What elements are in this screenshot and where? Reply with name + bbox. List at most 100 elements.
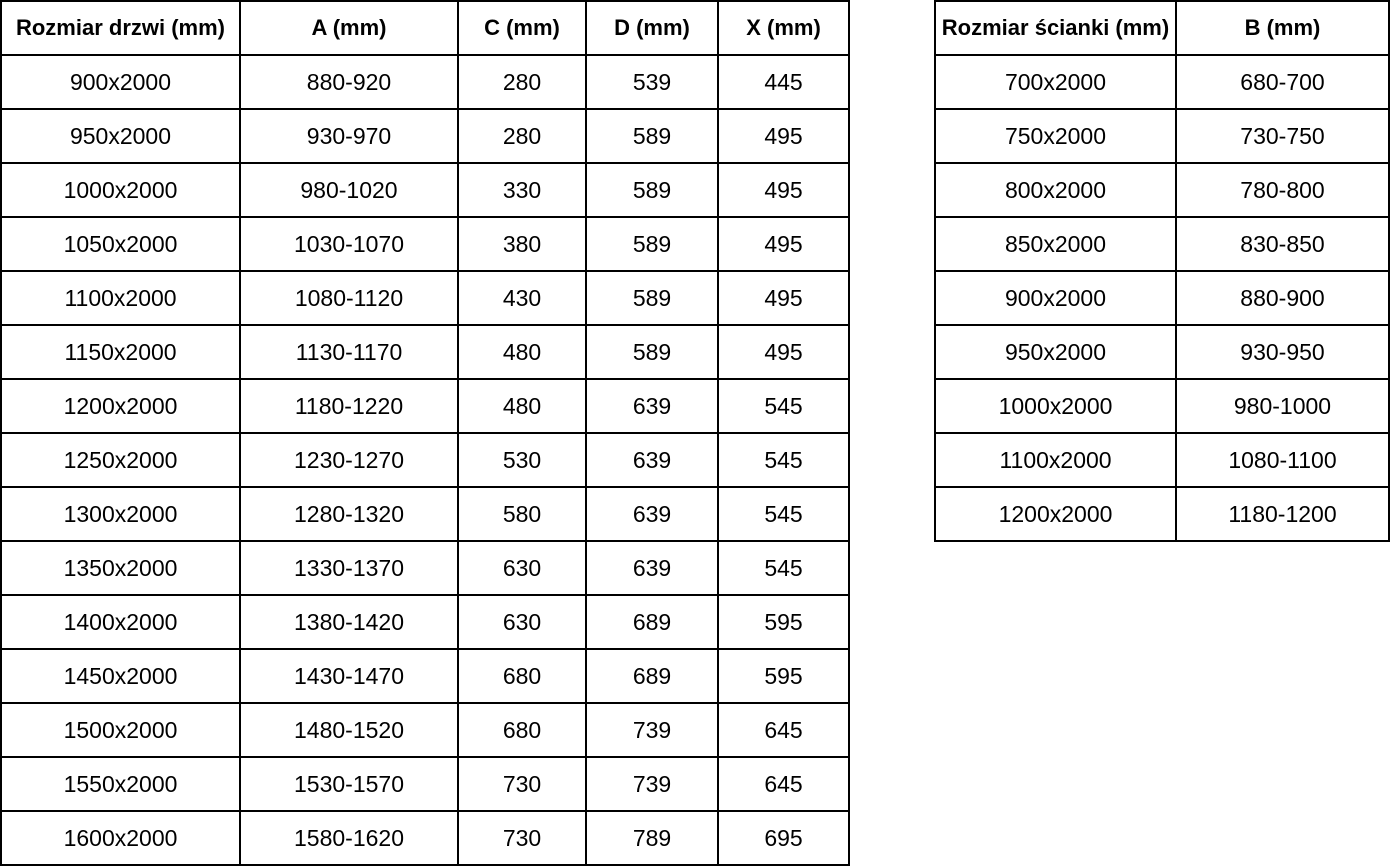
table-row: 1000x2000 980-1020 330 589 495 bbox=[0, 162, 850, 218]
table-cell: 280 bbox=[457, 54, 587, 110]
door-sizes-table: Rozmiar drzwi (mm) A (mm) C (mm) D (mm) X (m… bbox=[0, 0, 850, 866]
table-cell: 1180-1220 bbox=[239, 378, 459, 434]
table-cell: 580 bbox=[457, 486, 587, 542]
table-cell: 1200x2000 bbox=[0, 378, 241, 434]
table-cell: 1480-1520 bbox=[239, 702, 459, 758]
table-cell: 539 bbox=[585, 54, 719, 110]
table-cell: 1500x2000 bbox=[0, 702, 241, 758]
table-cell: 789 bbox=[585, 810, 719, 866]
table-cell: 630 bbox=[457, 594, 587, 650]
column-header-cell: X (mm) bbox=[717, 0, 850, 56]
wall-sizes-table: Rozmiar ścianki (mm) B (mm) 700x2000 680-7… bbox=[934, 0, 1390, 542]
table-cell: 380 bbox=[457, 216, 587, 272]
table-row: 800x2000 780-800 bbox=[934, 162, 1390, 218]
table-row: 1600x2000 1580-1620 730 789 695 bbox=[0, 810, 850, 866]
table-cell: 280 bbox=[457, 108, 587, 164]
table-cell: 880-920 bbox=[239, 54, 459, 110]
header-row: Rozmiar drzwi (mm) A (mm) C (mm) D (mm) X (m… bbox=[0, 0, 850, 56]
table-cell: 700x2000 bbox=[934, 54, 1177, 110]
table-cell: 430 bbox=[457, 270, 587, 326]
table-cell: 1250x2000 bbox=[0, 432, 241, 488]
table-cell: 1100x2000 bbox=[934, 432, 1177, 488]
table-row: 1400x2000 1380-1420 630 689 595 bbox=[0, 594, 850, 650]
table-cell: 530 bbox=[457, 432, 587, 488]
table-cell: 680 bbox=[457, 648, 587, 704]
table-cell: 850x2000 bbox=[934, 216, 1177, 272]
table-cell: 1130-1170 bbox=[239, 324, 459, 380]
table-cell: 900x2000 bbox=[0, 54, 241, 110]
table-row: 1550x2000 1530-1570 730 739 645 bbox=[0, 756, 850, 812]
table-cell: 950x2000 bbox=[934, 324, 1177, 380]
column-header-cell: Rozmiar ścianki (mm) bbox=[934, 0, 1177, 56]
table-cell: 495 bbox=[717, 162, 850, 218]
table-cell: 1280-1320 bbox=[239, 486, 459, 542]
table-cell: 1400x2000 bbox=[0, 594, 241, 650]
table-row: 1250x2000 1230-1270 530 639 545 bbox=[0, 432, 850, 488]
table-cell: 639 bbox=[585, 432, 719, 488]
table-cell: 545 bbox=[717, 432, 850, 488]
table-row: 1200x2000 1180-1220 480 639 545 bbox=[0, 378, 850, 434]
table-cell: 730-750 bbox=[1175, 108, 1390, 164]
table-cell: 1450x2000 bbox=[0, 648, 241, 704]
table-cell: 1350x2000 bbox=[0, 540, 241, 596]
table-cell: 1080-1120 bbox=[239, 270, 459, 326]
table-cell: 750x2000 bbox=[934, 108, 1177, 164]
table-row: 750x2000 730-750 bbox=[934, 108, 1390, 164]
table-row: 900x2000 880-920 280 539 445 bbox=[0, 54, 850, 110]
table-cell: 589 bbox=[585, 324, 719, 380]
table-cell: 1080-1100 bbox=[1175, 432, 1390, 488]
table-cell: 730 bbox=[457, 810, 587, 866]
column-header-cell: Rozmiar drzwi (mm) bbox=[0, 0, 241, 56]
table-cell: 545 bbox=[717, 540, 850, 596]
table-row: 950x2000 930-950 bbox=[934, 324, 1390, 380]
table-cell: 495 bbox=[717, 216, 850, 272]
table-cell: 880-900 bbox=[1175, 270, 1390, 326]
table-cell: 495 bbox=[717, 324, 850, 380]
table-cell: 1000x2000 bbox=[934, 378, 1177, 434]
table-row: 1100x2000 1080-1120 430 589 495 bbox=[0, 270, 850, 326]
table-cell: 739 bbox=[585, 702, 719, 758]
table-cell: 495 bbox=[717, 108, 850, 164]
table-row: 1100x2000 1080-1100 bbox=[934, 432, 1390, 488]
table-cell: 930-950 bbox=[1175, 324, 1390, 380]
table-cell: 1200x2000 bbox=[934, 486, 1177, 542]
table-cell: 1530-1570 bbox=[239, 756, 459, 812]
header-row: Rozmiar ścianki (mm) B (mm) bbox=[934, 0, 1390, 56]
table-cell: 1030-1070 bbox=[239, 216, 459, 272]
table-cell: 950x2000 bbox=[0, 108, 241, 164]
wall-sizes-table-head: Rozmiar ścianki (mm) B (mm) bbox=[934, 0, 1390, 56]
table-cell: 730 bbox=[457, 756, 587, 812]
column-header-cell: D (mm) bbox=[585, 0, 719, 56]
table-cell: 330 bbox=[457, 162, 587, 218]
table-row: 900x2000 880-900 bbox=[934, 270, 1390, 326]
door-sizes-table-head: Rozmiar drzwi (mm) A (mm) C (mm) D (mm) X (m… bbox=[0, 0, 850, 56]
table-cell: 830-850 bbox=[1175, 216, 1390, 272]
table-cell: 1380-1420 bbox=[239, 594, 459, 650]
table-cell: 645 bbox=[717, 756, 850, 812]
table-cell: 930-970 bbox=[239, 108, 459, 164]
table-cell: 639 bbox=[585, 486, 719, 542]
table-cell: 1430-1470 bbox=[239, 648, 459, 704]
table-cell: 639 bbox=[585, 378, 719, 434]
table-cell: 800x2000 bbox=[934, 162, 1177, 218]
table-cell: 589 bbox=[585, 216, 719, 272]
wall-sizes-table-body: 700x2000 680-700 750x2000 730-750 800x2000 78… bbox=[934, 54, 1390, 542]
table-cell: 739 bbox=[585, 756, 719, 812]
table-cell: 1600x2000 bbox=[0, 810, 241, 866]
table-row: 1150x2000 1130-1170 480 589 495 bbox=[0, 324, 850, 380]
table-cell: 980-1020 bbox=[239, 162, 459, 218]
table-cell: 545 bbox=[717, 486, 850, 542]
table-row: 1200x2000 1180-1200 bbox=[934, 486, 1390, 542]
table-cell: 1000x2000 bbox=[0, 162, 241, 218]
table-cell: 645 bbox=[717, 702, 850, 758]
door-sizes-table-body: 900x2000 880-920 280 539 445 950x2000 930-970 2… bbox=[0, 54, 850, 866]
table-row: 700x2000 680-700 bbox=[934, 54, 1390, 110]
table-cell: 639 bbox=[585, 540, 719, 596]
table-cell: 680-700 bbox=[1175, 54, 1390, 110]
table-row: 1300x2000 1280-1320 580 639 545 bbox=[0, 486, 850, 542]
table-row: 1450x2000 1430-1470 680 689 595 bbox=[0, 648, 850, 704]
table-row: 950x2000 930-970 280 589 495 bbox=[0, 108, 850, 164]
column-header-cell: C (mm) bbox=[457, 0, 587, 56]
table-cell: 1550x2000 bbox=[0, 756, 241, 812]
table-row: 850x2000 830-850 bbox=[934, 216, 1390, 272]
